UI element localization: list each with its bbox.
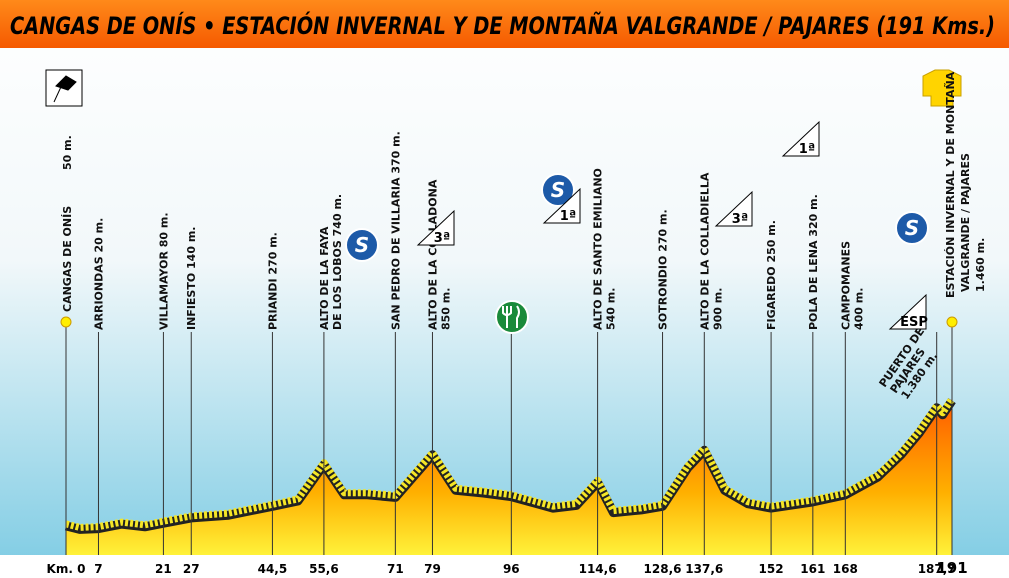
waypoint-label: ALTO DE LA COLLADONA: [426, 179, 439, 330]
sprint-badge: [541, 173, 575, 207]
waypoint-label: ESTACIÓN INVERNAL Y DE MONTAÑA: [944, 71, 957, 298]
waypoint-label: FIGAREDO 250 m.: [765, 220, 778, 330]
climb-label: 3ª: [434, 231, 450, 246]
x-tick-label: 96: [503, 562, 520, 576]
climb-badge: [542, 187, 581, 224]
x-tick-label: 44,5: [258, 562, 288, 576]
waypoint-label: VILLAMAYOR 80 m.: [157, 212, 170, 330]
waypoint-label: VALGRANDE / PAJARES: [959, 153, 972, 292]
title-bar: [0, 0, 1009, 48]
x-tick-label: 114,6: [579, 562, 617, 576]
endpoint-dot: [946, 316, 958, 328]
axis-strip: [0, 555, 1009, 578]
sprint-label: S: [905, 216, 919, 240]
waypoint-label: INFIESTO 140 m.: [185, 227, 198, 330]
x-tick-label: 152: [759, 562, 784, 576]
x-tick-label: 27: [183, 562, 200, 576]
sprint-label: S: [551, 178, 565, 202]
profile-area: [66, 398, 952, 555]
waypoint-label: 50 m.: [61, 135, 74, 170]
climb-badge: [416, 209, 455, 246]
waypoint-label: SOTRONDIO 270 m.: [657, 209, 670, 330]
x-tick-label: 7: [94, 562, 102, 576]
x-tick-label: 161: [800, 562, 825, 576]
waypoint-label: SAN PEDRO DE VILLARIA 370 m.: [389, 131, 402, 330]
x-tick-label: 191: [936, 559, 967, 577]
climb-label: ESP: [900, 315, 928, 330]
endpoint-dot: [60, 316, 72, 328]
sprint-badge: [345, 228, 379, 262]
waypoint-label: ALTO DE LA FAYA: [318, 226, 331, 330]
climb-label: 1ª: [560, 209, 576, 224]
waypoint-label: POLA DE LENA 320 m.: [807, 194, 820, 330]
x-tick-label: 79: [424, 562, 441, 576]
climb-badge: [781, 120, 820, 157]
waypoint-label: DE LOS LOBOS 740 m.: [331, 194, 344, 330]
start-flags: [45, 69, 83, 107]
climb-badge: [888, 293, 927, 330]
sprint-badge: [895, 211, 929, 245]
chart-title: CANGAS DE ONÍS • ESTACIÓN INVERNAL Y DE …: [10, 10, 995, 40]
waypoint-label: 400 m.: [852, 288, 865, 330]
x-tick-label: 168: [833, 562, 858, 576]
climb-label: 3ª: [732, 212, 748, 227]
waypoint-label: 900 m.: [711, 288, 724, 330]
x-tick-label: 71: [387, 562, 404, 576]
waypoint-label: ARRIONDAS 20 m.: [92, 218, 105, 330]
waypoint-label: PRIANDI 270 m.: [266, 232, 279, 330]
waypoint-label: CAMPOMANES: [839, 241, 852, 330]
leader-jersey: [922, 69, 962, 107]
waypoint-label: ALTO DE LA COLLADIELLA: [698, 172, 711, 330]
waypoint-label: ALTO DE SANTO EMILIANO: [592, 168, 605, 330]
waypoint-label: 540 m.: [605, 288, 618, 330]
sprint-label: S: [355, 233, 369, 257]
x-tick-label: 137,6: [685, 562, 723, 576]
waypoint-label: CANGAS DE ONÍS: [61, 206, 74, 312]
x-tick-label: 55,6: [309, 562, 339, 576]
waypoint-label: 850 m.: [439, 288, 452, 330]
climb-badge: [714, 190, 753, 227]
food-zone: [495, 300, 529, 334]
x-tick-label: 21: [155, 562, 172, 576]
x-tick-label: 128,6: [644, 562, 682, 576]
climb-label: 1ª: [799, 142, 815, 157]
waypoint-label: 1.460 m.: [974, 238, 987, 292]
food-icon: [502, 305, 520, 328]
x-tick-label: Km. 0: [47, 562, 86, 576]
x-tick-label: 187,7: [918, 562, 956, 576]
